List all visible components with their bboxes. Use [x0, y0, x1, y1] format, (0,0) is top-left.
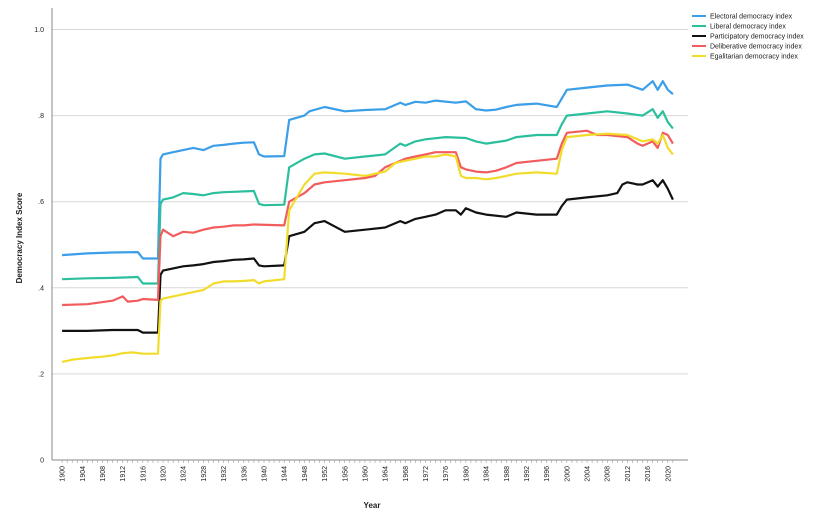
x-tick-label: 1980 [463, 466, 470, 482]
x-tick-label: 1936 [241, 466, 248, 482]
x-tick-label: 1988 [504, 466, 511, 482]
y-tick-label: .4 [38, 285, 44, 292]
legend-label: Liberal democracy index [710, 24, 786, 31]
x-tick-label: 2016 [645, 466, 652, 482]
x-tick-label: 1904 [80, 466, 87, 482]
y-tick-label: 0 [40, 458, 44, 465]
x-tick-label: 2008 [605, 466, 612, 482]
x-tick-label: 1912 [120, 466, 127, 482]
x-tick-label: 1996 [544, 466, 551, 482]
legend-label: Egalitarian democracy index [710, 54, 798, 61]
x-tick-label: 2020 [665, 466, 672, 482]
x-tick-label: 1920 [161, 466, 168, 482]
x-tick-label: 1928 [201, 466, 208, 482]
x-tick-label: 1940 [262, 466, 269, 482]
x-tick-label: 1924 [181, 466, 188, 482]
x-tick-label: 1972 [423, 466, 430, 482]
legend-label: Electoral democracy index [710, 14, 793, 21]
x-tick-label: 1952 [322, 466, 329, 482]
x-tick-label: 1964 [383, 466, 390, 482]
axes: 0 .2 .4 .6 .8 1.0 1900 1904 1908 1912 1916 1920 1924… [34, 8, 688, 482]
series-lines [61, 80, 674, 363]
series-line [62, 108, 674, 285]
legend-label: Deliberative democracy index [710, 44, 802, 51]
series-line [61, 132, 674, 363]
x-tick-label: 1900 [60, 466, 67, 482]
legend-label: Participatory democracy index [710, 34, 804, 41]
y-tick-label: 1.0 [34, 27, 44, 34]
y-tick-label: .8 [38, 113, 44, 120]
x-tick-label: 1932 [221, 466, 228, 482]
x-tick-label: 1976 [443, 466, 450, 482]
x-tick-label: 1916 [140, 466, 147, 482]
legend: Electoral democracy index Liberal democra… [692, 14, 804, 61]
x-tick-label: 1944 [282, 466, 289, 482]
y-tick-label: .2 [38, 371, 44, 378]
y-tick-label: .6 [38, 199, 44, 206]
series-line [62, 80, 674, 260]
series-line [62, 179, 674, 334]
x-tick-label: 1968 [403, 466, 410, 482]
x-axis-title: Year [364, 501, 381, 510]
x-tick-label: 2004 [585, 466, 592, 482]
x-tick-label: 1960 [362, 466, 369, 482]
x-tick-label: 1948 [302, 466, 309, 482]
x-tick-label: 1908 [100, 466, 107, 482]
x-tick-label: 1984 [484, 466, 491, 482]
x-tick-label: 2000 [564, 466, 571, 482]
y-axis-title: Democracy Index Score [15, 192, 24, 283]
x-tick-label: 1992 [524, 466, 531, 482]
x-tick-label: 1956 [342, 466, 349, 482]
x-tick-label: 2012 [625, 466, 632, 482]
